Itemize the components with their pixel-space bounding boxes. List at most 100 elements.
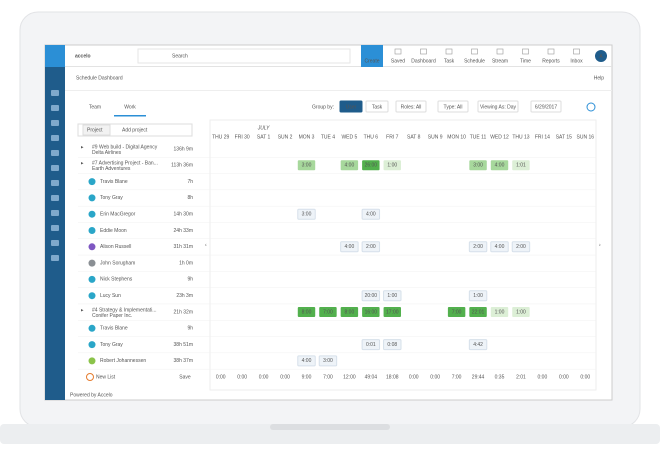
control-label[interactable]: Roles: All [401, 104, 422, 110]
sidebar-icon[interactable] [51, 195, 59, 201]
schedule-cell[interactable] [340, 307, 359, 317]
scroll-left[interactable]: ‹ [205, 242, 207, 248]
user-name[interactable]: John Sorugham [100, 260, 135, 266]
control-roles[interactable] [395, 100, 427, 113]
schedule-cell[interactable] [511, 241, 531, 253]
schedule-cell[interactable] [362, 160, 380, 171]
schedule-cell[interactable] [490, 241, 509, 253]
sidebar-icon[interactable] [51, 240, 59, 246]
sidebar-icon[interactable] [51, 135, 59, 141]
control-user[interactable] [339, 100, 363, 113]
nav-icon[interactable] [547, 48, 555, 55]
schedule-cell[interactable] [469, 160, 487, 171]
expand-icon[interactable]: ▸ [81, 161, 84, 167]
sidebar-icon[interactable] [51, 105, 59, 111]
user-name[interactable]: Alison Russell [100, 244, 131, 250]
create-button[interactable] [361, 45, 383, 67]
nav-icon[interactable] [573, 48, 580, 55]
schedule-cell[interactable] [512, 160, 530, 171]
schedule-cell[interactable] [319, 307, 337, 317]
nav-icon[interactable] [522, 48, 529, 55]
schedule-cell[interactable] [297, 160, 316, 171]
sidebar-icon[interactable] [51, 90, 59, 96]
project-filter[interactable] [82, 124, 111, 136]
schedule-cell[interactable] [340, 241, 359, 253]
new-list-icon[interactable] [86, 373, 94, 381]
search-box[interactable] [137, 48, 351, 64]
expand-icon[interactable]: ▸ [81, 144, 84, 150]
sidebar-icon[interactable] [51, 165, 59, 171]
schedule-cell[interactable] [383, 307, 401, 317]
schedule-cell[interactable] [447, 307, 466, 317]
schedule-cell[interactable] [383, 339, 402, 351]
nav-item[interactable]: Reports [542, 58, 560, 64]
schedule-cell[interactable] [361, 208, 381, 220]
nav-item[interactable]: Saved [391, 58, 405, 64]
save-button[interactable]: Save [179, 374, 191, 380]
schedule-cell[interactable] [468, 241, 488, 253]
schedule-cell[interactable] [490, 307, 509, 317]
schedule-cell[interactable] [383, 290, 402, 302]
tab[interactable]: Work [124, 104, 136, 110]
user-name[interactable]: Tony Gray [100, 195, 123, 201]
schedule-cell[interactable] [468, 290, 488, 302]
user-name[interactable]: Erin MacGregor [100, 212, 136, 218]
user-name[interactable]: Robert Johannessen [100, 358, 146, 364]
nav-icon[interactable] [471, 48, 478, 55]
settings-icon[interactable] [586, 102, 596, 112]
schedule-cell[interactable] [361, 290, 381, 302]
sidebar-icon[interactable] [51, 150, 59, 156]
control-viewing[interactable] [477, 100, 519, 113]
control-label[interactable]: Task [372, 104, 383, 110]
control-label[interactable]: Viewing As: Day [480, 104, 517, 110]
schedule-cell[interactable] [361, 241, 381, 253]
user-name[interactable]: Tony Gray [100, 342, 123, 348]
user-avatar[interactable] [595, 50, 607, 62]
control-task[interactable] [365, 100, 389, 113]
control-label[interactable]: User [346, 104, 357, 110]
nav-item[interactable]: Stream [492, 58, 508, 64]
tab[interactable]: Team [89, 104, 101, 110]
nav-icon[interactable] [420, 48, 427, 55]
user-name[interactable]: Travis Blane [100, 179, 128, 185]
schedule-cell[interactable] [297, 355, 316, 367]
schedule-cell[interactable] [318, 355, 338, 367]
project-name[interactable]: #4 Strategy & Implementati... [92, 307, 156, 313]
nav-icon[interactable] [394, 48, 402, 55]
sidebar-icon[interactable] [51, 120, 59, 126]
sidebar-icon[interactable] [51, 180, 59, 186]
nav-item[interactable]: Inbox [570, 58, 583, 64]
sidebar-icon[interactable] [51, 255, 59, 261]
user-name[interactable]: Eddie Moon [100, 228, 127, 234]
project-filter-label[interactable]: Project [87, 127, 103, 133]
schedule-cell[interactable] [340, 160, 359, 171]
expand-icon[interactable]: ▸ [81, 307, 84, 313]
nav-item[interactable]: Dashboard [411, 58, 436, 64]
menu-button[interactable] [45, 45, 65, 67]
control-type[interactable] [437, 100, 469, 113]
project-search-placeholder[interactable]: Add project [122, 127, 148, 133]
schedule-cell[interactable] [362, 307, 380, 317]
control-label[interactable]: 6/29/2017 [535, 104, 557, 110]
schedule-cell[interactable] [468, 339, 488, 351]
scroll-right[interactable]: › [599, 242, 601, 248]
create-label[interactable]: Create [364, 58, 379, 64]
help-link[interactable]: Help [594, 75, 605, 81]
nav-item[interactable]: Schedule [464, 58, 485, 64]
nav-icon[interactable] [496, 48, 504, 55]
control-label[interactable]: Type: All [444, 104, 463, 110]
schedule-cell[interactable] [469, 307, 487, 317]
schedule-cell[interactable] [490, 160, 509, 171]
sidebar-icon[interactable] [51, 225, 59, 231]
user-name[interactable]: Lucy Sun [100, 293, 121, 299]
nav-icon[interactable] [445, 48, 453, 55]
sidebar-icon[interactable] [51, 210, 59, 216]
avatar-letter[interactable]: A [599, 54, 603, 60]
schedule-cell[interactable] [512, 307, 530, 317]
control-date[interactable] [530, 100, 562, 113]
user-name[interactable]: Nick Stephens [100, 277, 133, 283]
schedule-cell[interactable] [383, 160, 401, 171]
project-name[interactable]: #9 Web build - Digital Agency [92, 144, 158, 150]
nav-item[interactable]: Task [444, 58, 455, 64]
schedule-cell[interactable] [297, 208, 316, 220]
